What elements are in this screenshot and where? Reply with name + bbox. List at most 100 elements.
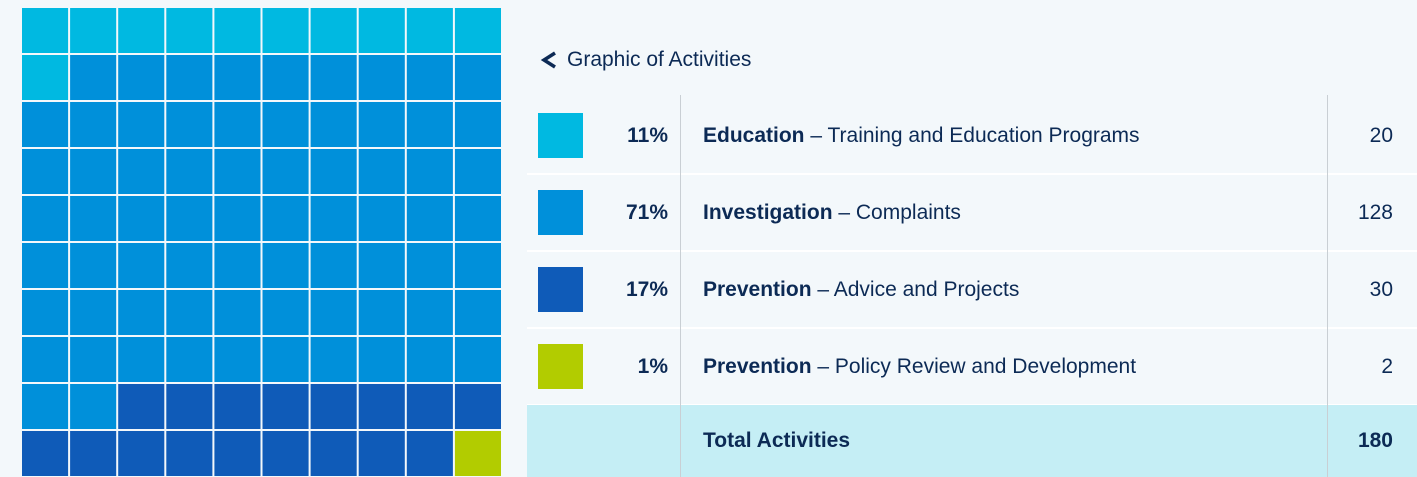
waffle-cell — [214, 8, 261, 53]
waffle-cell — [454, 337, 501, 382]
waffle-cell — [118, 149, 165, 194]
waffle-cell — [454, 384, 501, 429]
waffle-cell — [454, 102, 501, 147]
waffle-cell — [118, 196, 165, 241]
divider — [680, 95, 681, 477]
waffle-cell — [70, 55, 117, 100]
waffle-cell — [310, 337, 357, 382]
table-title: Graphic of Activities — [567, 48, 752, 71]
waffle-cell — [22, 149, 69, 194]
activity-label: Prevention – Policy Review and Developme… — [703, 329, 1136, 404]
waffle-cell — [406, 8, 453, 53]
waffle-cell — [214, 243, 261, 288]
percentage: 1% — [637, 355, 668, 378]
waffle-cell — [454, 290, 501, 335]
waffle-cell — [310, 243, 357, 288]
legend-swatch — [538, 267, 583, 312]
description: – Policy Review and Development — [817, 355, 1137, 378]
waffle-cell — [166, 8, 213, 53]
waffle-cell — [70, 290, 117, 335]
waffle-cell — [406, 149, 453, 194]
waffle-cell — [406, 243, 453, 288]
waffle-cell — [70, 337, 117, 382]
waffle-cell — [22, 384, 69, 429]
waffle-cell — [262, 102, 309, 147]
waffle-cell — [70, 196, 117, 241]
legend-swatch — [538, 344, 583, 389]
waffle-cell — [310, 384, 357, 429]
waffle-cell — [262, 55, 309, 100]
description: – Complaints — [838, 201, 961, 224]
waffle-cell — [118, 55, 165, 100]
waffle-cell — [454, 55, 501, 100]
legend-swatch — [538, 113, 583, 158]
waffle-cell — [406, 102, 453, 147]
waffle-cell — [358, 431, 405, 476]
waffle-cell — [166, 102, 213, 147]
waffle-cell — [70, 102, 117, 147]
waffle-cell — [118, 384, 165, 429]
legend-swatch — [538, 190, 583, 235]
waffle-cell — [118, 243, 165, 288]
waffle-cell — [358, 290, 405, 335]
waffle-cell — [454, 431, 501, 476]
waffle-cell — [166, 55, 213, 100]
waffle-cell — [262, 8, 309, 53]
waffle-cell — [166, 384, 213, 429]
waffle-cell — [118, 431, 165, 476]
waffle-cell — [166, 149, 213, 194]
total-value: 180 — [1357, 429, 1393, 452]
waffle-cell — [22, 337, 69, 382]
description: – Training and Education Programs — [810, 124, 1140, 147]
description: – Advice and Projects — [817, 278, 1020, 301]
waffle-cell — [454, 8, 501, 53]
waffle — [22, 8, 501, 476]
waffle-cell — [118, 102, 165, 147]
waffle-cell — [454, 243, 501, 288]
waffle-cell — [310, 55, 357, 100]
table-row: 11% Education – Training and Education Pr… — [527, 98, 1417, 175]
waffle-cell — [406, 384, 453, 429]
waffle-cell — [166, 243, 213, 288]
category: Prevention — [703, 278, 812, 301]
waffle-cell — [70, 8, 117, 53]
table-row: 1% Prevention – Policy Review and Develop… — [527, 329, 1417, 406]
waffle-cell — [22, 431, 69, 476]
percentage: 11% — [627, 124, 668, 147]
count: 20 — [1369, 124, 1393, 147]
waffle-cell — [166, 431, 213, 476]
waffle-cell — [262, 290, 309, 335]
waffle-cell — [310, 290, 357, 335]
category: Prevention — [703, 355, 812, 378]
waffle-cell — [22, 196, 69, 241]
divider — [1327, 95, 1328, 477]
waffle-cell — [358, 55, 405, 100]
waffle-cell — [214, 337, 261, 382]
waffle-cell — [70, 384, 117, 429]
waffle-cell — [406, 196, 453, 241]
waffle-cell — [22, 102, 69, 147]
waffle-cell — [358, 243, 405, 288]
waffle-cell — [262, 196, 309, 241]
waffle-cell — [166, 337, 213, 382]
waffle-cell — [118, 290, 165, 335]
total-row: Total Activities 180 — [527, 405, 1417, 477]
activity-label: Prevention – Advice and Projects — [703, 252, 1019, 327]
waffle-cell — [358, 102, 405, 147]
waffle-cell — [166, 290, 213, 335]
count: 2 — [1381, 355, 1393, 378]
count: 30 — [1369, 278, 1393, 301]
waffle-cell — [214, 290, 261, 335]
waffle-cell — [118, 337, 165, 382]
category: Investigation — [703, 201, 833, 224]
percentage: 71% — [625, 201, 668, 224]
waffle-cell — [310, 8, 357, 53]
waffle-cell — [406, 290, 453, 335]
waffle-cell — [310, 149, 357, 194]
waffle-cell — [214, 384, 261, 429]
waffle-cell — [454, 149, 501, 194]
waffle-cell — [262, 431, 309, 476]
waffle-cell — [70, 243, 117, 288]
waffle-cell — [70, 149, 117, 194]
